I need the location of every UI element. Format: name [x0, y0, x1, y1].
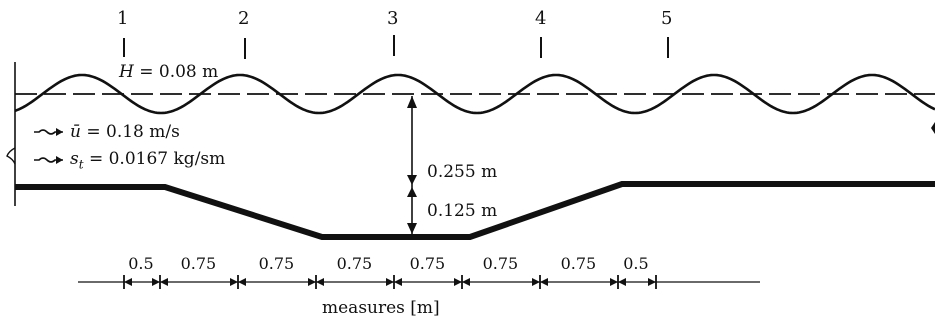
depth-arrow-mid-down [407, 187, 417, 197]
segment-length-label: 0.5 [128, 254, 154, 273]
measures-arrowhead [610, 278, 618, 286]
measures-arrowhead [124, 278, 132, 286]
depth-arrow-bottom [407, 223, 417, 234]
wave-profile [14, 73, 935, 115]
transport-arrow [34, 157, 63, 163]
segment-length-label: 0.75 [336, 254, 373, 273]
wave-height-value: = 0.08 m [139, 62, 219, 82]
velocity-value: = 0.18 m/s [86, 122, 180, 142]
measures-label: measures [m] [322, 298, 440, 318]
station-label-5: 5 [661, 8, 673, 29]
measures-ticks [123, 275, 657, 289]
wave-height-symbol: H [119, 62, 134, 82]
segment-length-label: 0.75 [560, 254, 597, 273]
inflow-brace [6, 147, 16, 165]
right-outflow-arrow [931, 122, 935, 134]
channel-bed [15, 181, 935, 240]
measures-arrowhead [316, 278, 324, 286]
measures-arrowhead [532, 278, 540, 286]
measures-arrowhead [540, 278, 548, 286]
station-label-2: 2 [238, 8, 250, 29]
measures-arrowhead [230, 278, 238, 286]
measures-arrowhead [308, 278, 316, 286]
transport-subscript: t [78, 157, 84, 172]
segment-length-label: 0.75 [258, 254, 295, 273]
measures-arrowhead [394, 278, 402, 286]
segment-length-label: 0.75 [180, 254, 217, 273]
velocity-symbol: ū [70, 122, 81, 142]
measures-arrowhead [648, 278, 656, 286]
wave-height-label: H = 0.08 m [119, 64, 218, 81]
measures-arrowhead [454, 278, 462, 286]
measures-arrowhead [618, 278, 626, 286]
station-label-1: 1 [117, 8, 129, 29]
segment-length-label: 0.75 [409, 254, 446, 273]
measures-arrowhead [386, 278, 394, 286]
depth-arrow-mid-up [407, 175, 417, 185]
lower-depth-label: 0.125 m [427, 201, 498, 221]
segment-length-label: 0.5 [623, 254, 649, 273]
station-label-4: 4 [535, 8, 547, 29]
measures-arrowhead [152, 278, 160, 286]
transport-value: = 0.0167 kg/sm [88, 149, 226, 169]
measures-arrowhead [462, 278, 470, 286]
velocity-arrow [34, 129, 63, 135]
velocity-label: ū = 0.18 m/s [70, 124, 180, 141]
measures-arrowhead [238, 278, 246, 286]
depth-arrow-top [407, 96, 417, 108]
station-label-3: 3 [387, 8, 399, 29]
transport-label: st = 0.0167 kg/sm [70, 149, 226, 172]
transport-symbol: s [70, 149, 79, 169]
segment-length-label: 0.75 [482, 254, 519, 273]
measures-arrowhead [160, 278, 168, 286]
upper-depth-label: 0.255 m [427, 162, 498, 182]
